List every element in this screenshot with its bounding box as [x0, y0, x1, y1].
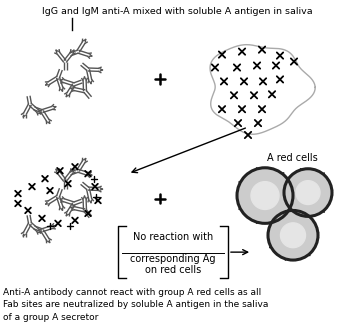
Circle shape: [284, 169, 332, 216]
Circle shape: [296, 181, 320, 205]
Circle shape: [280, 223, 306, 248]
Text: No reaction with: No reaction with: [133, 232, 213, 242]
Circle shape: [251, 182, 279, 210]
Text: IgG and IgM anti-A mixed with soluble A antigen in saliva: IgG and IgM anti-A mixed with soluble A …: [42, 7, 312, 16]
Text: corresponding Ag: corresponding Ag: [130, 254, 216, 264]
Circle shape: [237, 168, 293, 223]
Text: Anti-A antibody cannot react with group A red cells as all
Fab sites are neutral: Anti-A antibody cannot react with group …: [3, 288, 268, 322]
Text: on red cells: on red cells: [145, 265, 201, 275]
Text: A red cells: A red cells: [267, 153, 318, 163]
Circle shape: [268, 211, 318, 260]
